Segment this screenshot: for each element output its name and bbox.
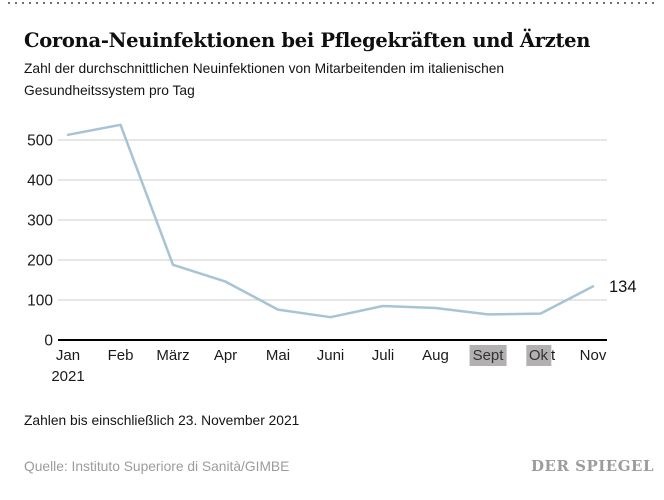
highlighted-text: Ok	[525, 345, 551, 366]
highlighted-text: Sept	[469, 345, 507, 366]
y-axis-tick-300: 300	[27, 213, 53, 230]
x-axis-label-aug: Aug	[422, 347, 449, 364]
der-spiegel-logo: DER SPIEGEL	[531, 457, 654, 475]
footer-row: Quelle: Instituto Superiore di Sanità/GI…	[24, 457, 654, 475]
x-axis-labels: Jan 2021 Feb März Apr Mai Juni Juli Aug Sept Ok t No…	[0, 345, 664, 387]
x-axis-label-juli: Juli	[371, 347, 395, 364]
x-axis-label-märz: März	[156, 347, 190, 364]
x-axis-label-jan: Jan 2021	[51, 347, 85, 385]
chart-subtitle-line-1: Zahl der durchschnittlichen Neuinfektion…	[24, 61, 505, 76]
y-axis-tick-400: 400	[27, 173, 53, 190]
y-axis-tick-500: 500	[27, 133, 53, 150]
y-axis-tick-100: 100	[27, 293, 53, 310]
x-axis-label-juni: Juni	[316, 347, 345, 364]
x-axis-year-label: 2021	[51, 368, 85, 385]
line-chart-svg: 0 100 200 300 400 500 134	[27, 123, 637, 350]
y-axis-tick-0: 0	[44, 333, 53, 350]
x-axis-label-nov: Nov	[579, 347, 607, 364]
chart-title: Corona-Neuinfektionen bei Pflegekräften …	[24, 29, 591, 52]
x-axis-label-feb: Feb	[107, 347, 134, 364]
x-axis-label-apr: Apr	[213, 347, 238, 364]
x-axis-label-mai: Mai	[265, 347, 291, 364]
last-value-label: 134	[609, 278, 637, 296]
x-axis-label-sept: Sept	[469, 345, 507, 366]
chart-subtitle: Zahl der durchschnittlichen Neuinfektion…	[24, 58, 504, 101]
top-dotted-divider	[8, 2, 657, 4]
source-credit: Quelle: Instituto Superiore di Sanità/GI…	[24, 458, 290, 474]
y-axis-tick-200: 200	[27, 253, 53, 270]
data-cutoff-note: Zahlen bis einschließlich 23. November 2…	[24, 413, 300, 428]
infections-line-series	[66, 123, 595, 319]
chart-subtitle-line-2: Gesundheitssystem pro Tag	[24, 82, 195, 98]
x-axis-label-okt: Ok t	[525, 345, 555, 366]
